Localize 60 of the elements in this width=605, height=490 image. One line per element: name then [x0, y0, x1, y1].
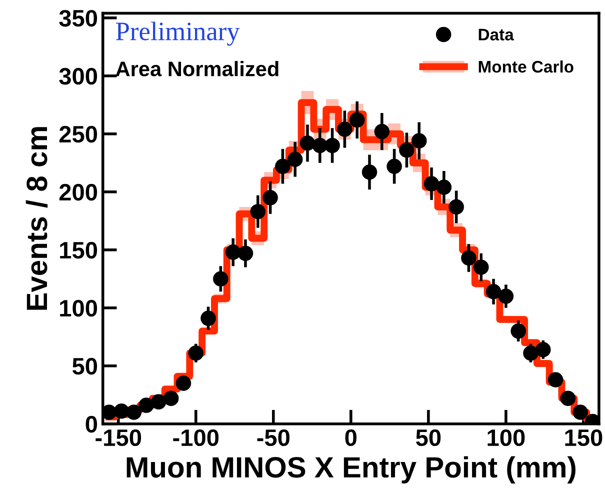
point [424, 176, 440, 192]
x-tick-label: 150 [565, 429, 602, 446]
point [238, 246, 254, 261]
point [176, 376, 192, 391]
x-tick-label: 100 [488, 429, 525, 446]
point [473, 260, 489, 275]
y-tick-label: 150 [60, 242, 98, 259]
point [138, 398, 154, 413]
point [324, 138, 340, 154]
point [461, 250, 476, 266]
legend-label: Data [478, 28, 514, 40]
point [312, 138, 328, 154]
point [486, 284, 502, 300]
point [386, 158, 402, 174]
point [536, 342, 551, 358]
point [337, 122, 352, 137]
point [300, 136, 316, 151]
y-tick-label: 350 [59, 10, 98, 27]
point [362, 164, 378, 180]
point [510, 323, 526, 339]
point [151, 394, 166, 410]
y-tick-label: 200 [59, 184, 98, 201]
point [560, 390, 576, 406]
x-tick-label: -150 [96, 429, 142, 446]
point [114, 403, 130, 419]
x-tick-label: -50 [257, 429, 290, 446]
y-tick-label: 100 [60, 300, 98, 317]
point [374, 124, 390, 140]
point [411, 133, 427, 148]
point [287, 152, 303, 168]
point [572, 404, 588, 420]
point [448, 199, 464, 215]
point [399, 142, 414, 158]
point [498, 288, 514, 304]
y-tick-label: 50 [72, 358, 98, 375]
x-tick-label: 50 [416, 429, 441, 446]
point [200, 310, 216, 326]
y-tick-label: 0 [86, 416, 98, 433]
point [262, 190, 278, 206]
point [523, 345, 538, 361]
x-axis-title: Muon MINOS X Entry Point (mm) [126, 456, 576, 484]
x-tick-label: 0 [345, 429, 356, 446]
point [225, 244, 241, 260]
point [102, 404, 117, 420]
x-tick-label: -100 [173, 429, 219, 446]
y-axis-title: Events / 8 cm [26, 127, 48, 310]
legend-label: Monte Carlo [478, 60, 574, 73]
point [213, 271, 228, 286]
point [548, 372, 564, 388]
annotation: Preliminary [116, 22, 240, 46]
y-tick-label: 250 [59, 126, 98, 143]
point [436, 180, 452, 195]
point [188, 345, 204, 361]
point [349, 112, 365, 128]
annotation: Area Normalized [116, 61, 278, 76]
point [126, 404, 142, 420]
point [163, 390, 179, 406]
point [275, 158, 290, 174]
y-tick-label: 300 [59, 68, 98, 85]
point [250, 204, 266, 220]
